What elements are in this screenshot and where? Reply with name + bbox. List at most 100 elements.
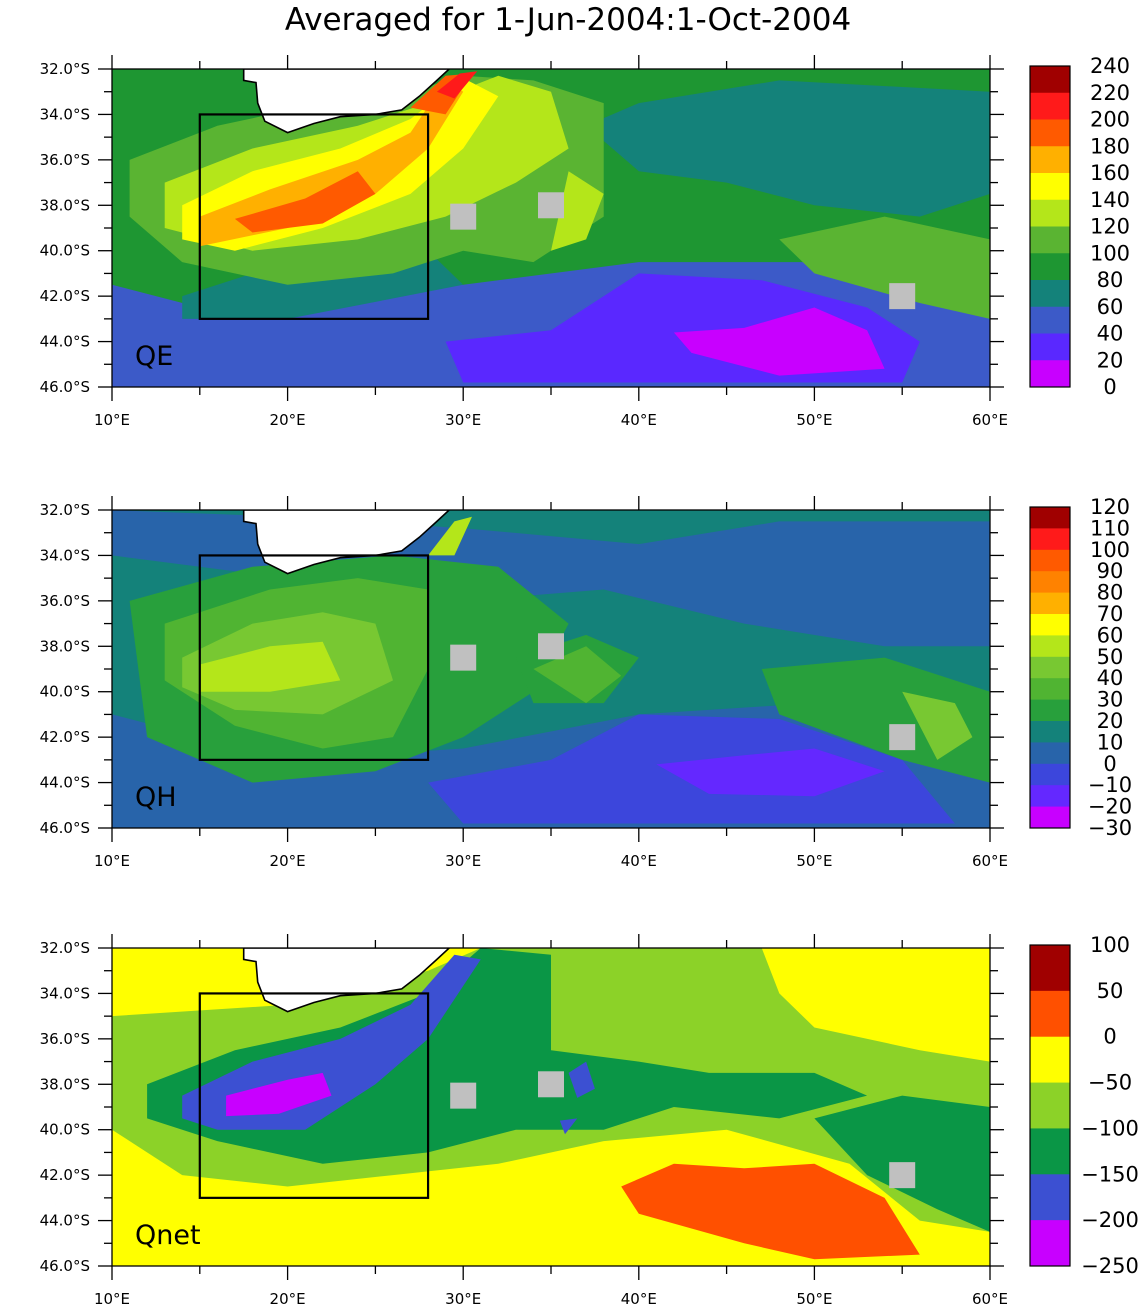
coastline-land [242,948,451,1013]
colorbar-label: 60 [1097,295,1124,319]
colorbar-label: −30 [1088,816,1132,840]
colorbar-label: 100 [1090,933,1130,957]
colorbar-label: 90 [1097,559,1124,583]
colorbar-label: 30 [1097,688,1124,712]
y-axis: 32.0°S 34.0°S 36.0°S 38.0°S 40.0°S 42.0°S 44.0… [40,939,1004,1275]
station-marker-0 [450,203,477,230]
colorbar-swatch [1030,280,1070,308]
colorbar-label: 0 [1103,752,1116,776]
contour-field [112,510,990,828]
colorbar: 100 50 0 −50 −100 −150 −200 −250 [1029,933,1139,1278]
contour-region-8 [533,646,622,704]
colorbar-swatch [1030,507,1070,529]
y-tick-label: 36.0°S [40,592,90,610]
station-marker-0 [450,1082,477,1109]
colorbar-swatch [1030,1174,1070,1221]
colorbar-swatch [1030,1082,1070,1129]
x-tick-label: 40°E [621,852,657,870]
colorbar-label: 120 [1090,495,1130,519]
contour-region-4 [568,1061,595,1098]
panel-label: QH [135,782,177,813]
station-marker-1 [538,192,564,219]
y-tick-label: 34.0°S [40,105,90,123]
colorbar-swatch [1030,92,1070,120]
contour-field [112,69,990,387]
coastline-land [242,510,451,575]
colorbar-swatch [1030,306,1070,334]
colorbar-label: −200 [1081,1208,1139,1232]
x-tick-label: 20°E [270,411,306,429]
y-tick-label: 46.0°S [40,378,90,396]
x-tick-label: 40°E [621,1290,657,1308]
colorbar-swatch [1030,253,1070,281]
contour-region-3 [182,954,481,1130]
y-tick-label: 44.0°S [40,1212,90,1230]
colorbar-label: 160 [1090,161,1130,185]
y-axis: 32.0°S 34.0°S 36.0°S 38.0°S 40.0°S 42.0°S 44.0… [40,60,1004,396]
colorbar-swatch [1030,721,1070,743]
colorbar-label: −150 [1081,1162,1139,1186]
colorbar-swatch [1030,119,1070,147]
coastline-land [242,69,451,134]
colorbar-label: −10 [1088,773,1132,797]
colorbar-label: 240 [1090,54,1130,78]
colorbar-swatch [1030,806,1070,829]
station-marker-1 [538,633,564,660]
colorbar-swatch [1030,199,1070,227]
station-marker-2 [889,1162,916,1189]
contour-region-5 [559,1118,578,1135]
colorbar-label: 50 [1097,979,1124,1003]
colorbar-label: −250 [1081,1254,1139,1278]
colorbar-label: 120 [1090,215,1130,239]
colorbar-swatch [1030,990,1070,1038]
contour-region-2 [673,307,885,376]
y-tick-label: 46.0°S [40,819,90,837]
chart-panel-0: 10°E 20°E 30°E 40°E 50°E 60°E 32.0°S 34.0°S 36.0… [40,54,1130,429]
analysis-box [198,992,430,1199]
colorbar-swatch [1030,333,1070,361]
colorbar-label: 100 [1090,538,1130,562]
colorbar-label: 20 [1097,348,1124,372]
colorbar-swatch [1030,763,1070,786]
chart-panel-2: 10°E 20°E 30°E 40°E 50°E 60°E 32.0°S 34.0°S 36.0… [40,933,1139,1308]
colorbar-swatch [1030,549,1070,572]
y-tick-label: 42.0°S [40,1166,90,1184]
station-marker-2 [889,724,916,751]
y-tick-label: 32.0°S [40,60,90,78]
x-tick-label: 50°E [796,1290,832,1308]
colorbar-swatch [1030,173,1070,201]
colorbar-swatch [1030,945,1070,992]
colorbar-label: 110 [1090,516,1130,540]
contour-region-3 [586,80,990,217]
y-tick-label: 38.0°S [40,637,90,655]
y-tick-label: 40.0°S [40,242,90,260]
colorbar-label: −50 [1088,1071,1132,1095]
colorbar-swatch [1030,656,1070,679]
panel-label: Qnet [135,1220,201,1251]
contour-region-11 [234,171,376,233]
station-marker-1 [538,1071,564,1098]
colorbar-swatch [1030,614,1070,636]
x-tick-label: 20°E [270,852,306,870]
colorbar-swatch [1030,1128,1070,1175]
y-tick-label: 46.0°S [40,1257,90,1275]
y-tick-label: 38.0°S [40,1075,90,1093]
y-tick-label: 40.0°S [40,1121,90,1139]
y-tick-label: 42.0°S [40,728,90,746]
colorbar-label: 70 [1097,602,1124,626]
contour-region-11 [199,641,341,692]
station-marker-0 [450,644,477,671]
y-tick-label: 34.0°S [40,984,90,1002]
chart-panel-1: 10°E 20°E 30°E 40°E 50°E 60°E 32.0°S 34.0°S 36.0… [40,495,1133,870]
colorbar-label: 80 [1097,581,1124,605]
colorbar-swatch [1030,146,1070,174]
x-tick-label: 30°E [445,1290,481,1308]
colorbar-label: 20 [1097,709,1124,733]
y-tick-label: 44.0°S [40,333,90,351]
x-tick-label: 50°E [796,411,832,429]
x-tick-label: 30°E [445,852,481,870]
colorbar-swatch [1030,360,1070,388]
contour-region-8 [551,171,604,251]
